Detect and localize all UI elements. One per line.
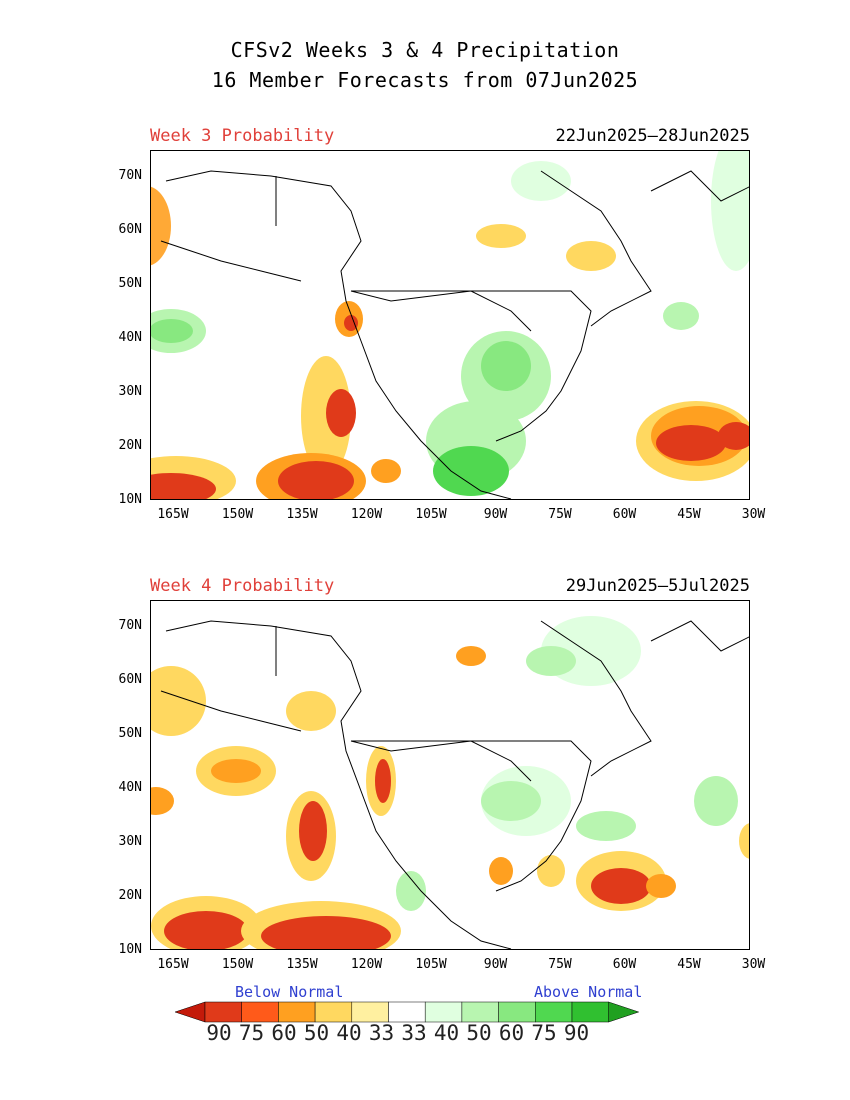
- week4-map: [150, 600, 750, 950]
- legend-above-normal: Above Normal: [534, 983, 643, 1001]
- legend-swatch: [424, 1001, 463, 1023]
- legend-value: 75: [531, 1021, 557, 1045]
- week4-probability-contours: [151, 616, 749, 949]
- lon-tick-p2: 135W: [286, 957, 318, 972]
- legend-value: 50: [466, 1021, 492, 1045]
- lon-tick-p1: 30W: [741, 507, 766, 522]
- lon-tick-p1: 150W: [221, 507, 254, 522]
- legend-swatch: [608, 1001, 640, 1023]
- legend-value: 90: [206, 1021, 232, 1045]
- legend-value: 40: [336, 1021, 362, 1045]
- lon-tick-p2: 30W: [741, 957, 766, 972]
- legend-value: 90: [563, 1021, 590, 1045]
- legend-value: 33: [368, 1021, 395, 1045]
- legend-swatch: [388, 1001, 426, 1023]
- lon-tick-p1: 105W: [415, 507, 447, 522]
- chart-title-line2: 16 Member Forecasts from 07Jun2025: [211, 68, 639, 92]
- week3-map: [150, 150, 750, 500]
- week3-coastlines: [160, 170, 749, 499]
- lat-tick-p1: 20N: [118, 438, 142, 453]
- lon-tick-p1: 90W: [483, 507, 508, 522]
- legend-value: 40: [433, 1021, 460, 1045]
- lon-tick-p2: 120W: [350, 957, 383, 972]
- lon-tick-p1: 135W: [286, 507, 318, 522]
- lat-tick-p1: 30N: [118, 384, 142, 399]
- legend-swatch: [204, 1001, 242, 1023]
- legend-value: 33: [401, 1021, 427, 1045]
- legend-swatch: [535, 1001, 573, 1023]
- lon-tick-p1: 45W: [677, 507, 701, 522]
- lon-tick-p2: 90W: [483, 957, 508, 972]
- lat-tick-p2: 50N: [118, 726, 142, 741]
- legend-below-normal: Below Normal: [235, 983, 344, 1001]
- week3-dates: 22Jun2025—28Jun2025: [555, 126, 750, 146]
- legend-swatch: [461, 1001, 499, 1023]
- legend-swatch: [314, 1001, 353, 1023]
- lat-tick-p1: 40N: [118, 330, 142, 345]
- lon-tick-p1: 75W: [548, 507, 572, 522]
- lat-tick-p1: 60N: [118, 222, 142, 237]
- legend-value: 50: [303, 1021, 330, 1045]
- week4-label: Week 4 Probability: [150, 576, 335, 596]
- legend-swatch: [174, 1001, 206, 1023]
- legend-swatch: [351, 1001, 389, 1023]
- week4-dates: 29Jun2025—5Jul2025: [565, 576, 750, 596]
- lon-tick-p1: 120W: [350, 507, 383, 522]
- legend-swatch: [278, 1001, 316, 1023]
- legend-value: 75: [238, 1021, 265, 1045]
- week3-label: Week 3 Probability: [150, 126, 335, 146]
- lat-tick-p1: 10N: [118, 492, 142, 507]
- legend-colorbar: [174, 1001, 640, 1023]
- lon-tick-p2: 165W: [157, 957, 189, 972]
- lon-tick-p2: 60W: [612, 957, 637, 972]
- lon-tick-p1: 165W: [157, 507, 189, 522]
- legend-value: 60: [271, 1021, 297, 1045]
- lon-tick-p2: 75W: [548, 957, 572, 972]
- lat-tick-p2: 20N: [118, 888, 142, 903]
- lon-tick-p1: 60W: [612, 507, 637, 522]
- lat-tick-p1: 50N: [118, 276, 142, 291]
- legend-value: 60: [498, 1021, 525, 1045]
- lat-tick-p1: 70N: [118, 168, 142, 183]
- lat-tick-p2: 30N: [118, 834, 142, 849]
- week4-coastlines: [160, 620, 749, 949]
- lon-tick-p2: 150W: [221, 957, 254, 972]
- lat-tick-p2: 70N: [118, 618, 142, 633]
- lat-tick-p2: 40N: [118, 780, 142, 795]
- lat-tick-p2: 10N: [118, 942, 142, 957]
- lat-tick-p2: 60N: [118, 672, 142, 687]
- week3-probability-contours: [151, 151, 749, 499]
- legend-swatch: [571, 1001, 609, 1023]
- legend-swatch: [241, 1001, 279, 1023]
- lon-tick-p2: 45W: [677, 957, 701, 972]
- lon-tick-p2: 105W: [415, 957, 447, 972]
- chart-title-line1: CFSv2 Weeks 3 & 4 Precipitation: [230, 38, 620, 62]
- legend-swatch: [498, 1001, 536, 1023]
